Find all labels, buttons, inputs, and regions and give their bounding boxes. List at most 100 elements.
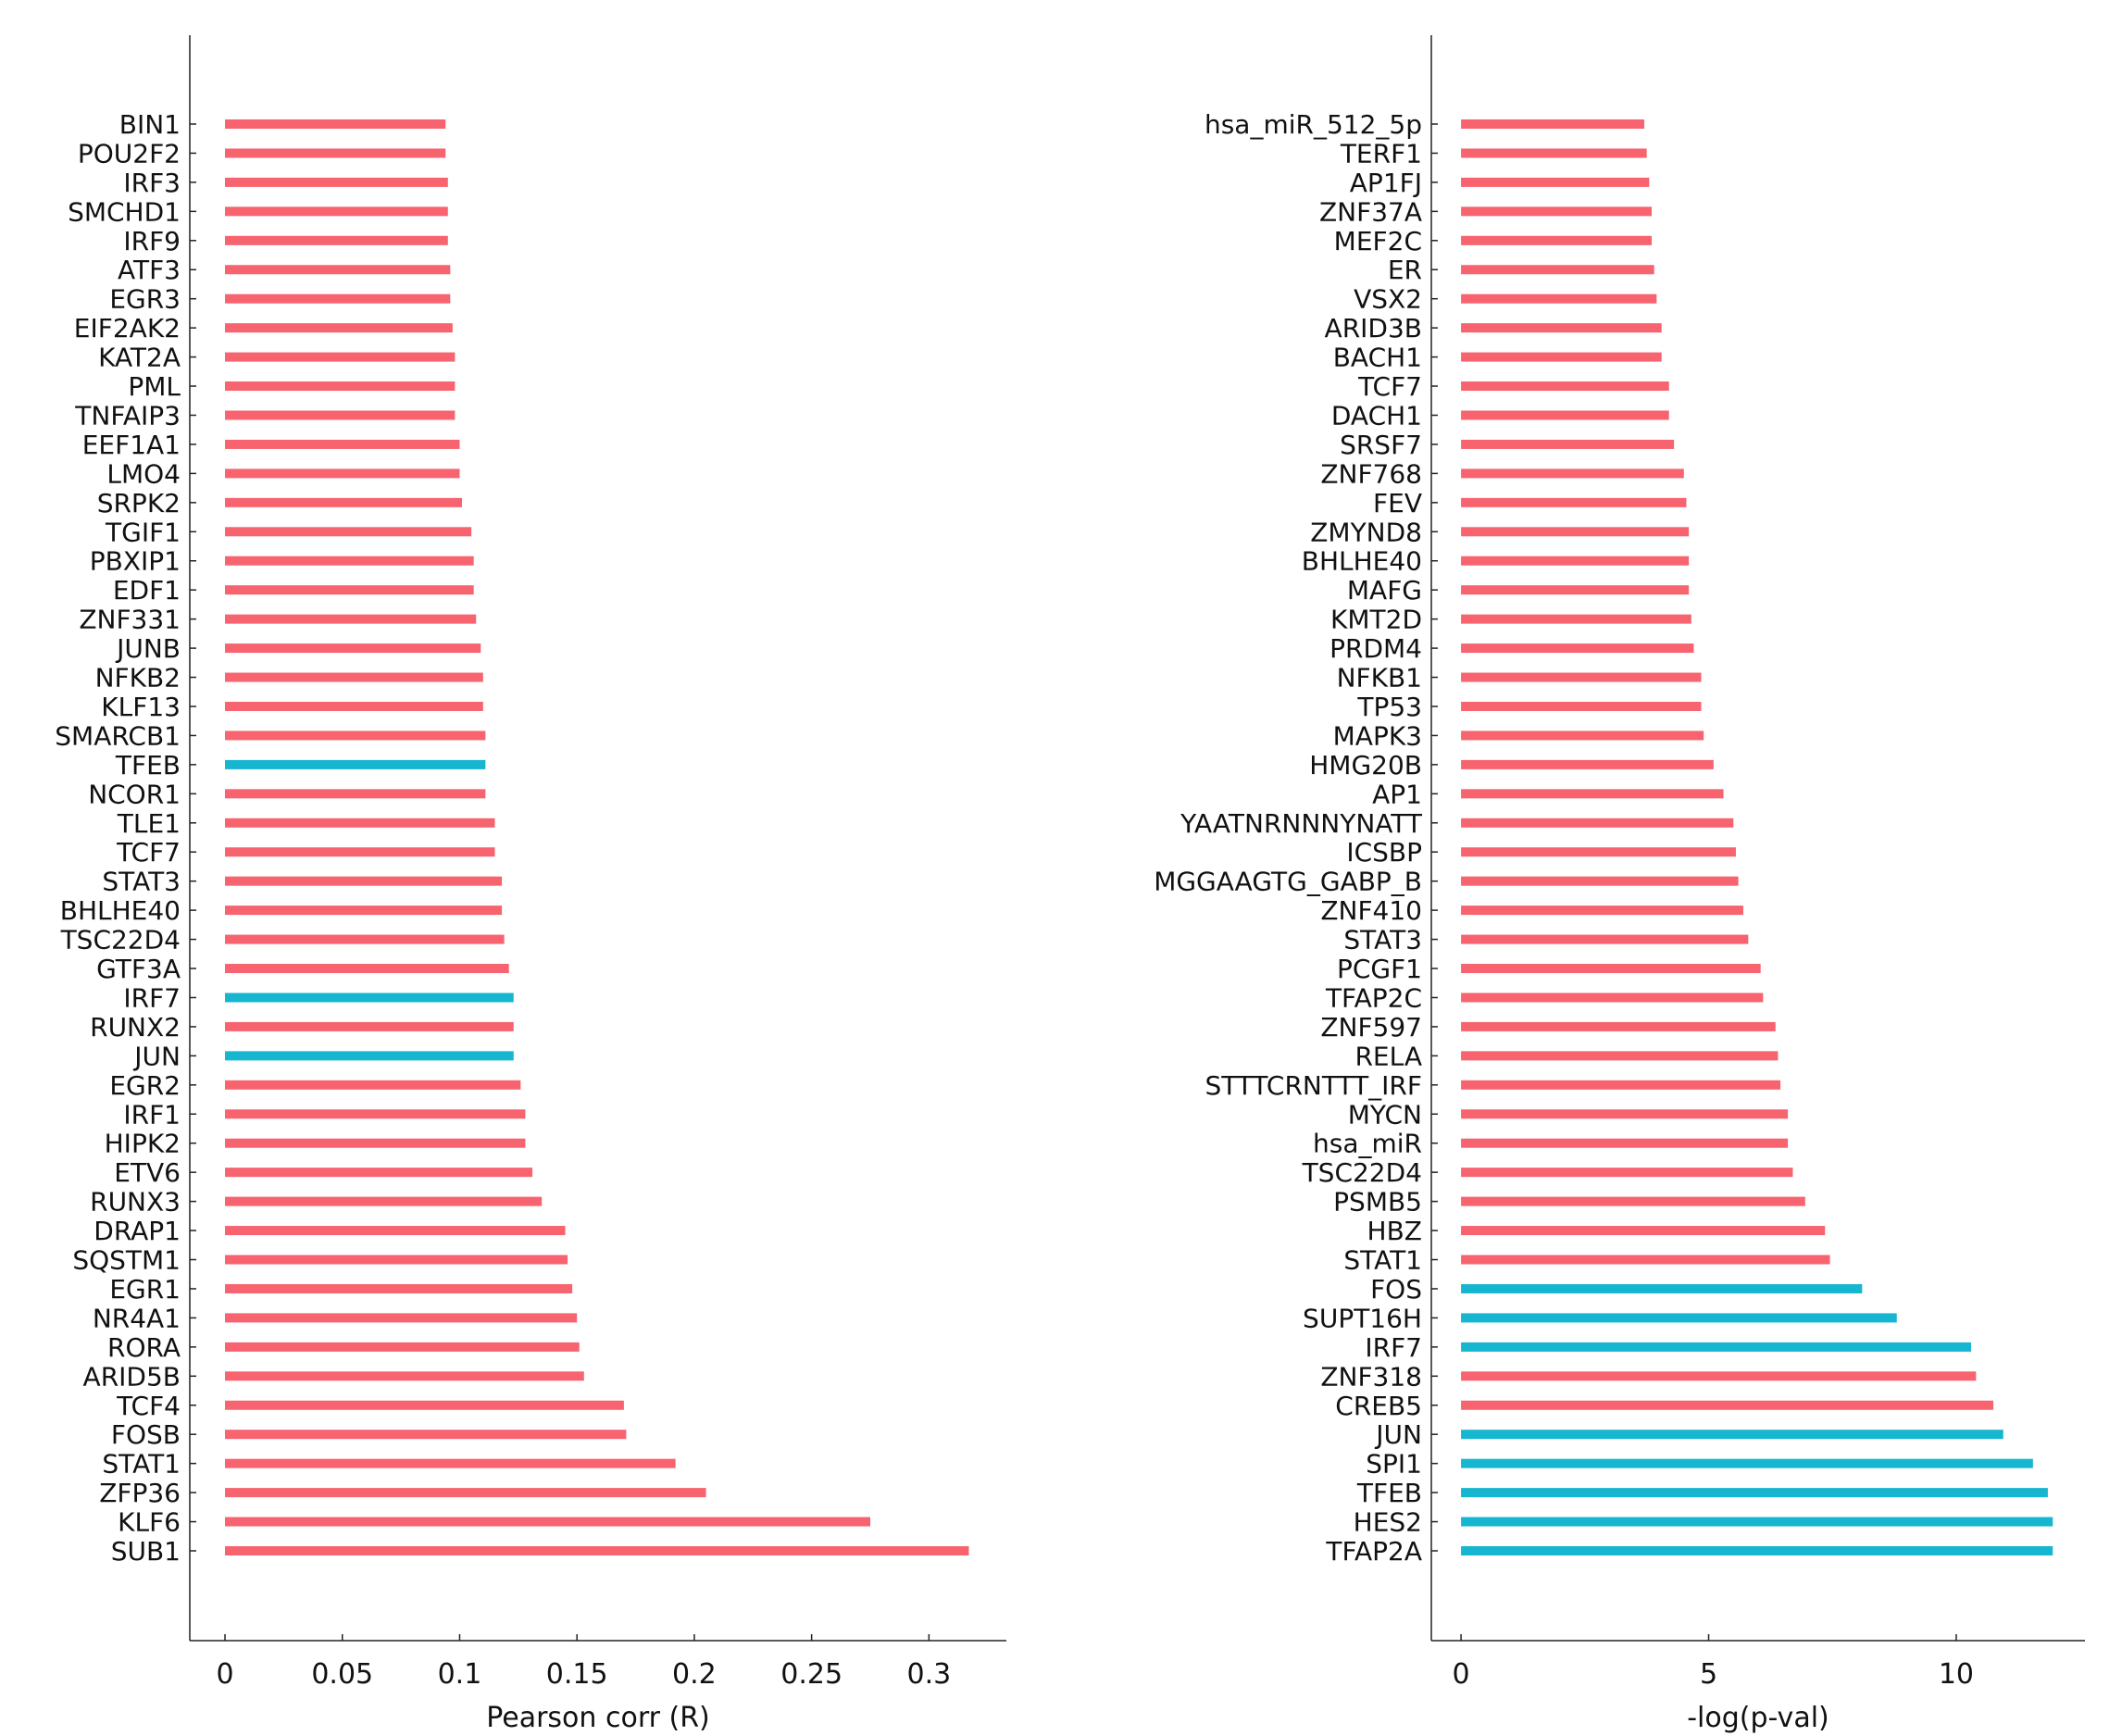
category-label: IRF7: [123, 982, 181, 1013]
bar: [225, 1371, 584, 1381]
x-tick-label: 0.05: [311, 1658, 373, 1691]
bar: [1461, 1226, 1826, 1236]
bar: [1461, 1371, 1977, 1381]
bar: [225, 847, 495, 857]
bar: [1461, 1138, 1789, 1148]
bar: [225, 497, 462, 507]
category-label: TFAP2C: [1325, 982, 1422, 1013]
bar: [1461, 293, 1657, 304]
category-label: ER: [1388, 255, 1422, 285]
category-label: TERF1: [1340, 138, 1422, 169]
bar: [1461, 352, 1662, 362]
bar: [1461, 731, 1704, 741]
bar: [1461, 905, 1743, 916]
bar: [1461, 1021, 1776, 1031]
bar: [1461, 701, 1702, 711]
category-label: JUN: [132, 1041, 181, 1071]
category-label: PML: [128, 371, 181, 402]
bar: [225, 876, 503, 886]
bar: [1461, 439, 1675, 449]
bar: [225, 1196, 543, 1206]
category-label: ZFP36: [99, 1478, 181, 1508]
category-label: ARID5B: [83, 1361, 181, 1392]
bar: [225, 1138, 526, 1148]
category-label: RELA: [1354, 1041, 1422, 1071]
x-tick-label: 0: [216, 1658, 233, 1691]
bar: [1461, 119, 1644, 129]
category-label: MGGAAGTG_GABP_B: [1154, 867, 1422, 897]
category-label: DACH1: [1331, 400, 1422, 431]
bar: [225, 235, 448, 245]
bar: [225, 1342, 580, 1352]
category-label: POU2F2: [78, 138, 181, 169]
bar: [1461, 235, 1653, 245]
bar: [1461, 964, 1761, 974]
bar: [1461, 1400, 1994, 1410]
bar: [1461, 177, 1650, 187]
category-label: EIF2AK2: [74, 313, 181, 343]
category-label: EGR1: [109, 1274, 181, 1305]
bar: [225, 468, 460, 479]
x-tick-label: 0.25: [780, 1658, 843, 1691]
category-label: NR4A1: [93, 1303, 181, 1333]
category-label: TSC22D4: [1302, 1157, 1422, 1188]
bar: [1461, 934, 1749, 944]
category-label: SUPT16H: [1303, 1303, 1422, 1333]
bar: [1461, 265, 1654, 275]
category-label: PBXIP1: [90, 546, 181, 577]
bar: [1461, 614, 1691, 624]
bar: [1461, 556, 1690, 566]
category-label: NCOR1: [88, 779, 181, 809]
category-label: JUNB: [115, 633, 181, 664]
bar: [225, 934, 505, 944]
bar: [225, 1430, 627, 1440]
category-label: STTTCRNTTT_IRF: [1205, 1070, 1422, 1101]
category-label: KLF13: [101, 692, 181, 722]
category-label: PSMB5: [1333, 1187, 1422, 1218]
category-label: ZNF768: [1320, 458, 1422, 489]
x-tick-label: 0.3: [907, 1658, 952, 1691]
category-label: BHLHE40: [1302, 546, 1422, 577]
category-label: TFEB: [1356, 1478, 1422, 1508]
bar: [1461, 206, 1653, 217]
category-label: TSC22D4: [60, 925, 181, 955]
bar: [225, 265, 451, 275]
category-label: TCF7: [116, 837, 181, 868]
bar: [1461, 1517, 2053, 1527]
category-label: KLF6: [118, 1507, 181, 1538]
bar: [1461, 468, 1684, 479]
bar: [225, 323, 453, 333]
bar: [1461, 643, 1694, 654]
bar: [225, 119, 446, 129]
category-label: TLE1: [117, 808, 181, 839]
category-label: TCF7: [1357, 371, 1422, 402]
category-label: PCGF1: [1337, 954, 1422, 984]
bar: [1461, 1458, 2033, 1468]
category-label: BIN1: [119, 109, 181, 140]
category-label: TCF4: [116, 1391, 181, 1421]
bar: [225, 1517, 871, 1527]
bar: [225, 993, 514, 1003]
bar: [1461, 1342, 1971, 1352]
category-label: SMCHD1: [68, 196, 181, 227]
bar: [1461, 1109, 1789, 1119]
category-label: GTF3A: [96, 954, 181, 984]
category-label: IRF1: [123, 1099, 181, 1130]
bar: [225, 614, 477, 624]
bar: [1461, 527, 1690, 537]
bar: [225, 789, 486, 799]
bar: [225, 1109, 526, 1119]
bar: [1461, 381, 1669, 392]
category-label: HBZ: [1367, 1216, 1422, 1246]
bar: [225, 148, 446, 158]
category-label: TFEB: [115, 750, 181, 781]
bar: [225, 177, 448, 187]
category-label: IRF9: [123, 226, 181, 256]
bar: [1461, 1168, 1793, 1178]
bar: [225, 905, 503, 916]
bar: [1461, 672, 1702, 682]
category-label: NFKB2: [95, 663, 181, 693]
bar: [225, 1313, 578, 1323]
category-label: BHLHE40: [60, 895, 181, 926]
bar: [225, 585, 474, 595]
